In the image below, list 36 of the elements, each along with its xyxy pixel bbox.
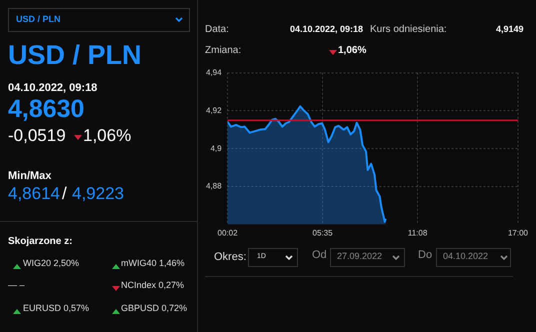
text: 4,8630 xyxy=(8,95,84,124)
text: Data: xyxy=(205,24,229,35)
x-tick-label: 05:35 xyxy=(312,228,334,238)
text: 1,06% xyxy=(338,45,366,56)
x-tick-label: 00:02 xyxy=(218,228,238,238)
y-tick-label: 4,9 xyxy=(210,144,222,153)
text: EURUSD 0,57% xyxy=(23,303,90,314)
text: 4,9223 xyxy=(72,184,124,204)
text: 04.10.2022 xyxy=(443,251,488,262)
y-tick-label: 4,88 xyxy=(206,182,222,191)
x-tick-label: 17:00 xyxy=(508,228,529,238)
text: 1,06% xyxy=(83,126,132,146)
text: GBPUSD 0,72% xyxy=(121,303,188,314)
text: 27.09.2022 xyxy=(337,251,382,262)
text: Okres: xyxy=(214,251,246,264)
text: mWIG40 1,46% xyxy=(121,258,185,269)
y-tick-label: 4,94 xyxy=(206,68,222,78)
text: Kurs odniesienia: xyxy=(370,24,447,35)
text: — – xyxy=(8,280,25,291)
text: Zmiana: xyxy=(205,45,242,56)
chart-title: USD / PLN xyxy=(8,40,142,71)
text: 04.10.2022, 09:18 xyxy=(8,82,98,94)
y-tick-label: 4,92 xyxy=(206,106,222,115)
text: 04.10.2022, 09:18 xyxy=(290,24,364,35)
text: NCIndex 0,27% xyxy=(121,280,184,291)
x-tick-label: 11:08 xyxy=(408,228,428,238)
text: USD / PLN xyxy=(16,14,61,25)
text: WIG20 2,50% xyxy=(23,258,80,269)
text: Skojarzone z: xyxy=(8,236,72,247)
text: 4,9149 xyxy=(496,24,524,35)
text: 4,8614 xyxy=(8,184,60,204)
text: Od xyxy=(312,249,327,262)
text: / xyxy=(62,184,67,204)
text: -0,0519 xyxy=(8,126,66,146)
text: Do xyxy=(418,249,432,262)
text: Min/Max xyxy=(8,170,52,182)
